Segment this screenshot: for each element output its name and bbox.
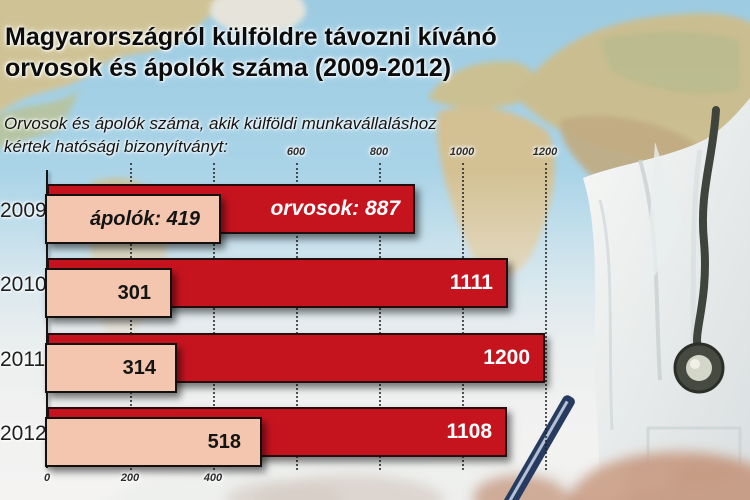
stethoscope xyxy=(673,106,725,394)
doctor-coat xyxy=(583,97,750,500)
gridline-800 xyxy=(379,163,381,470)
gridline-1200 xyxy=(545,163,547,470)
x-axis-tick-bottom: 0 xyxy=(43,472,51,484)
x-axis-tick-top: 1200 xyxy=(532,146,558,158)
doctors-bar-value: 1111 xyxy=(449,271,493,294)
nurses-bar-2011: 314 xyxy=(45,343,177,393)
year-label-2010: 2010 xyxy=(0,273,47,296)
title-line-1: Magyarországról külföldre távozni kívánó xyxy=(5,23,497,51)
year-label-2009: 2009 xyxy=(0,199,47,222)
nurses-bar-value: 314 xyxy=(122,357,156,379)
x-axis-tick-top: 600 xyxy=(286,146,306,158)
nurses-bar-2009: ápolók: 419 xyxy=(45,194,221,244)
subtitle-line-2: kértek hatósági bizonyítványt: xyxy=(4,137,228,156)
gridline-400 xyxy=(213,163,215,470)
x-axis-tick-top: 800 xyxy=(369,146,389,158)
year-label-2011: 2011 xyxy=(0,348,46,371)
doctors-bar-value: 1200 xyxy=(483,346,530,369)
gridline-600 xyxy=(296,163,298,470)
x-axis-tick-bottom: 200 xyxy=(120,472,140,484)
page-title: Magyarországról külföldre távozni kívánó… xyxy=(5,22,497,84)
nurses-bar-value: 518 xyxy=(207,431,241,453)
gridline-1000 xyxy=(462,163,464,470)
doctor-photo xyxy=(583,97,750,500)
year-label-2012: 2012 xyxy=(0,422,47,445)
x-axis-tick-bottom: 400 xyxy=(203,472,223,484)
doctors-bar-value: orvosok: 887 xyxy=(270,197,400,220)
nurses-bar-value: 301 xyxy=(117,282,151,304)
nurses-bar-value: ápolók: 419 xyxy=(89,208,200,230)
nurses-bar-2012: 518 xyxy=(45,417,262,467)
chart-subtitle: Orvosok és ápolók száma, akik külföldi m… xyxy=(4,112,437,158)
nurses-bar-2010: 301 xyxy=(45,268,172,318)
x-axis-tick-top: 1000 xyxy=(449,146,475,158)
subtitle-line-1: Orvosok és ápolók száma, akik külföldi m… xyxy=(4,114,437,133)
doctors-bar-value: 1108 xyxy=(446,420,492,443)
title-line-2: orvosok és ápolók száma (2009-2012) xyxy=(5,54,452,82)
pen xyxy=(499,395,575,500)
y-axis-line xyxy=(46,170,48,468)
